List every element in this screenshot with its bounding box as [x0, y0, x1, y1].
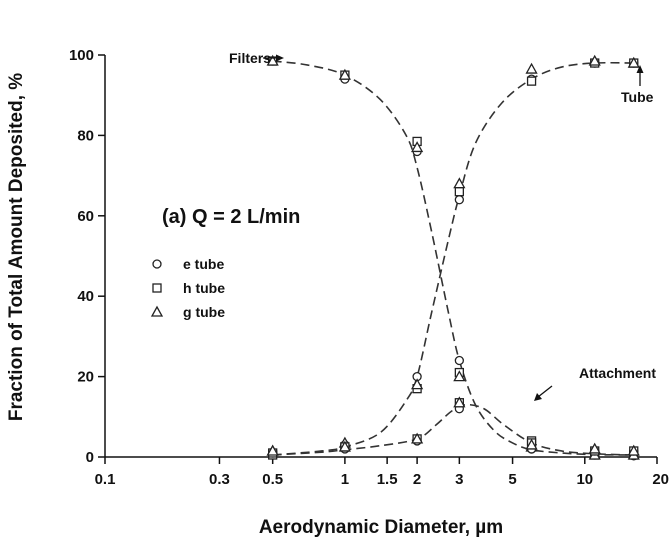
attachment-arrow	[537, 385, 553, 398]
annotation-arrows	[263, 54, 644, 401]
g-tube-attachment-point	[411, 432, 424, 444]
y-tick-label: 0	[86, 449, 94, 466]
filters-arrowhead	[276, 54, 284, 62]
g-tube-tube-point	[627, 56, 640, 68]
g-tube-tube-point	[525, 62, 538, 74]
legend-label-e-tube: e tube	[183, 256, 224, 272]
axes: 0 20 40 60 80 100 0.1 0.3 0.5 1 1.5 2 3 5 10 20	[69, 47, 669, 488]
e-tube-filters-point	[454, 355, 465, 366]
g-tube-attachment-point	[525, 438, 538, 450]
g-tube-tube-point	[453, 177, 466, 189]
x-tick-label: 0.3	[209, 471, 230, 488]
annotation-tube: Tube	[621, 89, 654, 105]
e-tube-tube-point	[454, 195, 465, 205]
condition-label: (a) Q = 2 L/min	[162, 206, 300, 228]
y-tick-label: 100	[69, 47, 94, 64]
g-tube-filters-point	[338, 68, 351, 80]
legend-label-h-tube: h tube	[183, 280, 225, 296]
x-tick-label: 20	[652, 471, 669, 488]
h-tube-tube-point	[454, 187, 465, 197]
attachment-arrowhead	[534, 393, 542, 401]
x-tick-label: 1.5	[377, 471, 398, 488]
g-tube-attachment-point	[627, 444, 640, 456]
fit-curve-attachment	[272, 403, 634, 456]
x-tick-label: 1	[341, 471, 349, 488]
g-tube-tube-point	[588, 54, 601, 66]
y-tick-label: 40	[77, 288, 94, 305]
legend	[150, 259, 164, 317]
g-tube-attachment-point	[588, 442, 601, 454]
x-tick-label: 5	[508, 471, 516, 488]
y-axis-label: Fraction of Total Amount Deposited, %	[6, 73, 27, 421]
annotation-attachment: Attachment	[579, 365, 656, 381]
x-axis-label: Aerodynamic Diameter, µm	[259, 517, 503, 538]
x-tick-label: 0.1	[95, 471, 116, 488]
x-tick-label: 3	[455, 471, 463, 488]
h-tube-tube-point	[526, 76, 537, 86]
g-tube-tube-point	[411, 378, 424, 390]
g-tube-filters-point	[411, 141, 424, 153]
g-tube-attachment-point	[338, 440, 351, 452]
legend-marker-e-tube	[152, 259, 162, 269]
fit-curve-tube	[272, 61, 634, 456]
legend-marker-h-tube	[152, 283, 162, 293]
data-points	[266, 54, 640, 461]
annotation-filters: Filters	[229, 50, 271, 66]
x-tick-label: 10	[576, 471, 593, 488]
y-tick-label: 60	[77, 208, 94, 225]
g-tube-filters-point	[453, 370, 466, 382]
chart-labels: Aerodynamic Diameter, µm Fraction of Tot…	[6, 50, 656, 538]
y-tick-label: 80	[77, 127, 94, 144]
fit-curve-filters	[272, 60, 634, 456]
g-tube-attachment-point	[453, 396, 466, 408]
legend-label-g-tube: g tube	[183, 304, 225, 320]
g-tube-filters-point	[266, 54, 279, 66]
legend-marker-g-tube	[150, 305, 164, 317]
tube-arrowhead	[636, 65, 644, 73]
g-tube-attachment-point	[266, 444, 279, 456]
y-tick-label: 20	[77, 369, 94, 386]
x-tick-label: 0.5	[262, 471, 283, 488]
x-tick-label: 2	[413, 471, 421, 488]
fit-curves	[272, 60, 634, 456]
